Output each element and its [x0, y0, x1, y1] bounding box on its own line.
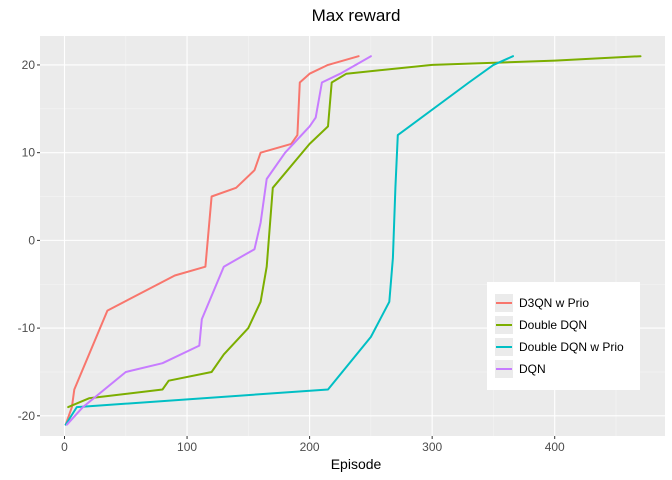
x-tick-label: 100	[177, 440, 197, 454]
series-line-dqn	[66, 55, 372, 426]
legend-swatch	[496, 324, 512, 326]
x-tick-label: 400	[545, 440, 565, 454]
legend-label: Double DQN	[519, 318, 588, 332]
legend-swatch	[496, 368, 512, 370]
series-line-double-dqn	[67, 55, 642, 409]
x-tick-label: 200	[300, 440, 320, 454]
y-tick-label: 0	[28, 233, 35, 247]
chart-title: Max reward	[311, 6, 401, 25]
legend-item-d3qn-w-prio: D3QN w Prio	[487, 292, 640, 314]
y-tick-label: -20	[18, 409, 36, 423]
y-tick-label: 10	[22, 146, 36, 160]
legend-key	[495, 294, 513, 312]
legend-item-double-dqn-w-prio: Double DQN w Prio	[487, 336, 640, 358]
legend-item-double-dqn: Double DQN	[487, 314, 640, 336]
legend-key	[495, 360, 513, 378]
legend-label: DQN	[519, 362, 546, 376]
y-tick-label: 20	[22, 58, 36, 72]
legend-label: Double DQN w Prio	[519, 340, 624, 354]
legend-key	[495, 316, 513, 334]
x-tick-label: 300	[422, 440, 442, 454]
legend-swatch	[496, 302, 512, 304]
legend-key	[495, 338, 513, 356]
x-tick-label: 0	[61, 440, 68, 454]
y-tick-label: -10	[18, 321, 36, 335]
legend-item-dqn: DQN	[487, 358, 640, 380]
legend-label: D3QN w Prio	[519, 296, 590, 310]
legend: D3QN w Prio Double DQN Double DQN w Prio…	[487, 282, 640, 390]
series-line-d3qn-w-prio	[64, 55, 360, 426]
legend-swatch	[496, 346, 512, 348]
series-line-double-dqn-w-prio	[64, 55, 514, 426]
x-axis-label: Episode	[330, 456, 382, 472]
